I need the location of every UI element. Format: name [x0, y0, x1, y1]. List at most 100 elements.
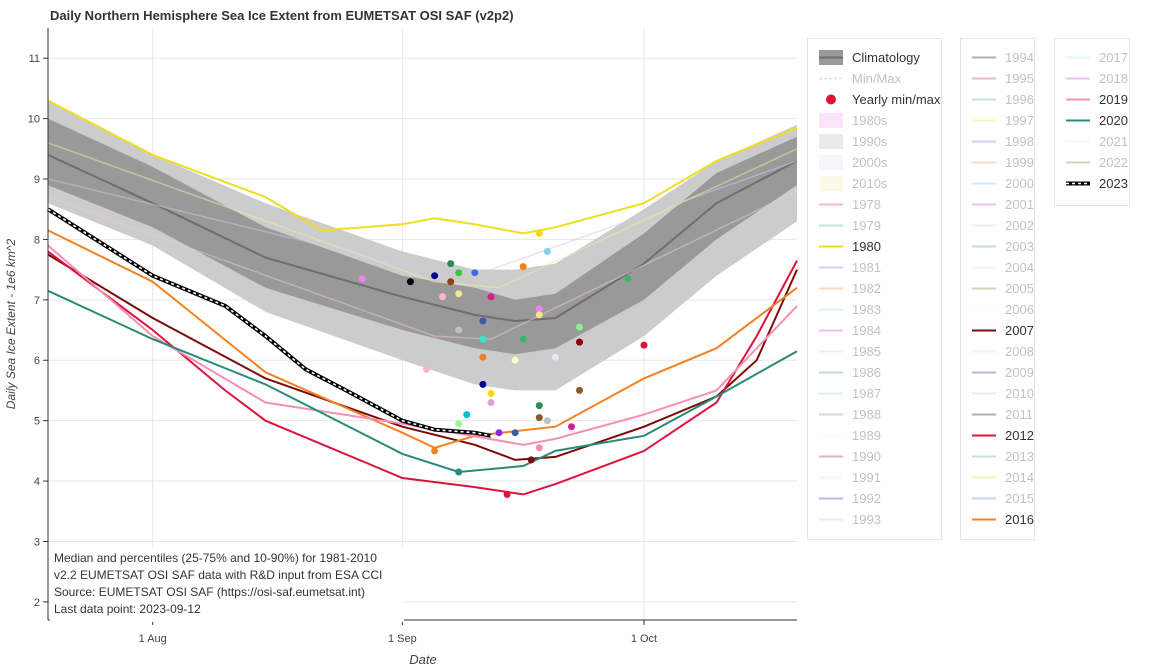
legend-glyph: [819, 350, 843, 353]
legend-label: 2017: [1099, 50, 1128, 65]
legend-glyph: [819, 224, 843, 227]
yearly-min-point: [487, 399, 495, 406]
yearly-min-point: [535, 305, 543, 313]
legend-glyph: [819, 50, 843, 65]
legend-glyph: [972, 245, 996, 248]
legend-label: 2010s: [852, 176, 888, 191]
legend-label: 2003: [1005, 239, 1034, 254]
legend-glyph: [1066, 56, 1090, 59]
legend-label: 1986: [852, 365, 881, 380]
legend-glyph: [819, 329, 843, 332]
legend-glyph: [819, 371, 843, 374]
legend-label: 1989: [852, 428, 881, 443]
yearly-min-point: [568, 423, 575, 431]
x-tick-label: 1 Aug: [139, 633, 167, 645]
legend-glyph: [819, 308, 843, 311]
series-line-2020: [47, 289, 798, 474]
x-axis-label: Date: [409, 652, 436, 667]
series-line-2007: [47, 253, 798, 461]
yearly-min-point: [640, 341, 648, 349]
climatology-band-25-75: [48, 118, 797, 355]
yearly-min-point: [455, 326, 463, 334]
yearly-min-point: [455, 269, 463, 277]
legend-label: 1993: [852, 512, 881, 527]
legend-label: 1981: [852, 260, 881, 275]
legend-label: 2001: [1005, 197, 1034, 212]
y-tick-label: 9: [34, 174, 40, 186]
yearly-min-point: [511, 356, 519, 364]
legend-label: Climatology: [852, 50, 920, 65]
y-tick-label: 2: [34, 597, 40, 609]
yearly-min-point: [479, 317, 487, 325]
legend-glyph: [819, 113, 843, 128]
yearly-min-point: [535, 229, 543, 237]
legend-glyph: [819, 176, 843, 191]
faded-series-line-1985: [47, 190, 798, 340]
yearly-min-point: [576, 386, 583, 394]
legend-label: 2014: [1005, 470, 1034, 485]
yearly-min-point: [495, 429, 503, 437]
legend-label: 1991: [852, 470, 881, 485]
yearly-min-point: [503, 490, 511, 498]
y-tick-label: 6: [34, 355, 40, 367]
series-line-2019: [47, 244, 798, 446]
faded-series-line-1981: [47, 160, 798, 274]
yearly-min-point: [479, 380, 487, 388]
climatology-median-line: [47, 153, 798, 323]
legend-label: 2019: [1099, 92, 1128, 107]
yearly-min-point: [535, 402, 543, 410]
legend-label: 1995: [1005, 71, 1034, 86]
yearly-min-point: [519, 335, 527, 343]
y-tick-label: 3: [34, 536, 40, 548]
legend-label: 1997: [1005, 113, 1034, 128]
legend-label: 2013: [1005, 449, 1034, 464]
legend-label: 2009: [1005, 365, 1034, 380]
legend-glyph: [972, 455, 996, 458]
legend-label: 2012: [1005, 428, 1034, 443]
legend-label: 1990: [852, 449, 881, 464]
faded-series-line-1997: [47, 142, 798, 289]
annotation-line: Median and percentiles (25-75% and 10-90…: [54, 551, 377, 565]
legend-glyph: [1066, 77, 1090, 80]
legend-label: Min/Max: [852, 71, 902, 86]
legend-glyph: [819, 413, 843, 416]
legend-glyph: [1066, 140, 1090, 143]
legend-glyph: [972, 266, 996, 269]
legend-glyph: [972, 329, 996, 332]
yearly-min-point: [511, 429, 519, 437]
legend-glyph: [972, 518, 996, 521]
legend-glyph: [972, 140, 996, 143]
legend-glyph: [819, 518, 843, 521]
chart-title: Daily Northern Hemisphere Sea Ice Extent…: [50, 8, 514, 23]
legend-glyph: [972, 56, 996, 59]
yearly-min-point: [487, 390, 495, 397]
legend-glyph: [819, 266, 843, 269]
legend-glyph: [819, 434, 843, 437]
legend-column-2: 1994 1995 1996 1997 1998 1999 2000 2001 2002 2003…: [960, 38, 1035, 540]
legend-glyph: [972, 224, 996, 227]
legend-glyph: [972, 434, 996, 437]
legend-glyph-dot: [826, 94, 836, 105]
legend-label: 1999: [1005, 155, 1034, 170]
legend-glyph: [819, 455, 843, 458]
legend-glyph-band: [819, 134, 843, 149]
legend-glyph-band: [819, 113, 843, 128]
yearly-min-point: [535, 444, 543, 452]
legend-label: 1982: [852, 281, 881, 296]
legend-glyph: [819, 203, 843, 206]
yearly-min-point: [479, 335, 487, 343]
yearly-min-point: [624, 275, 632, 283]
legend-label: 2020: [1099, 113, 1128, 128]
yearly-min-point: [447, 278, 455, 286]
legend-glyph: [972, 287, 996, 290]
legend-label: 1987: [852, 386, 881, 401]
legend-label: 2023: [1099, 176, 1128, 191]
legend-glyph: [972, 77, 996, 80]
legend-column-1: Climatology Min/Max Yearly min/max 1980s 199…: [807, 38, 942, 540]
legend-glyph: [1066, 181, 1090, 186]
yearly-min-point: [431, 447, 439, 455]
yearly-min-point: [455, 420, 463, 428]
legend-label: 1990s: [852, 134, 888, 149]
y-tick-label: 4: [34, 476, 40, 488]
